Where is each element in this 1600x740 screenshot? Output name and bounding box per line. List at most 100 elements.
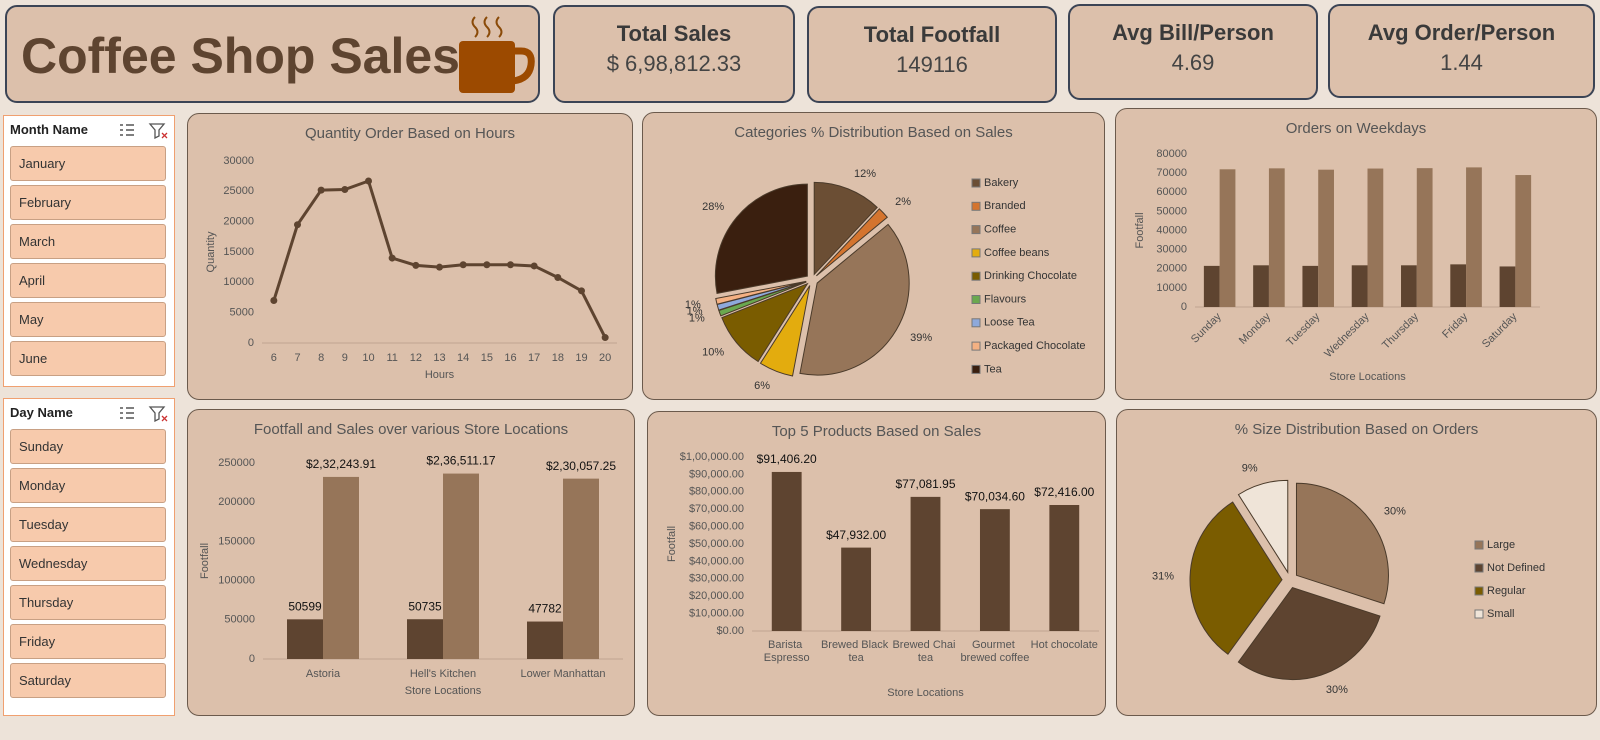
chart-title: Top 5 Products Based on Sales — [772, 423, 981, 440]
data-label: $2,32,243.91 — [306, 457, 376, 471]
bar — [1416, 168, 1433, 307]
y-tick-label: 150000 — [218, 535, 255, 547]
y-tick-label: 250000 — [218, 457, 255, 469]
data-label: 9% — [1242, 463, 1258, 475]
bar — [979, 509, 1010, 631]
data-label: 12% — [854, 168, 876, 180]
bar — [771, 471, 802, 631]
slicer-items: January February March April May June — [4, 146, 166, 380]
chart-title: Categories % Distribution Based on Sales — [734, 124, 1012, 141]
y-tick-label: $10,000.00 — [689, 608, 744, 620]
chart: Top 5 Products Based on Sales $0.00 $10,00… — [666, 423, 1099, 699]
y-tick-label: 15000 — [223, 246, 254, 258]
data-label: $70,034.60 — [965, 489, 1025, 503]
slicer-item[interactable]: Saturday — [10, 663, 166, 698]
legend-label: Flavours — [984, 293, 1027, 305]
pie-slice — [714, 183, 808, 294]
x-tick-label: 18 — [552, 352, 564, 364]
y-tick-label: 80000 — [1156, 148, 1187, 160]
slicer-item[interactable]: May — [10, 302, 166, 337]
y-tick-label: 10000 — [223, 276, 254, 288]
bar — [841, 547, 872, 631]
data-label: $2,36,511.17 — [426, 454, 496, 468]
chart-title: Quantity Order Based on Hours — [305, 125, 515, 142]
slicer: Day Name Sunday Monday Tuesday Wednesday Thu… — [3, 398, 175, 716]
legend-label: Bakery — [984, 177, 1019, 189]
slicer-item[interactable]: June — [10, 341, 166, 376]
y-tick-label: 50000 — [1156, 205, 1187, 217]
data-label: 31% — [1152, 570, 1174, 582]
pie-slice — [721, 282, 809, 363]
marker — [554, 273, 562, 281]
bar — [1049, 504, 1080, 631]
marker — [412, 261, 420, 269]
slicer-item[interactable]: Sunday — [10, 429, 166, 464]
data-label: 39% — [910, 332, 932, 344]
data-label: 1% — [687, 306, 703, 318]
slicer-item[interactable]: Friday — [10, 624, 166, 659]
marker — [436, 263, 443, 271]
legend-label: Tea — [984, 363, 1003, 375]
bar — [287, 619, 323, 659]
y-tick-label: $1,00,000.00 — [680, 451, 744, 463]
slicer-item[interactable]: Wednesday — [10, 546, 166, 581]
legend-swatch — [971, 364, 981, 374]
pie-slice — [799, 223, 910, 376]
y-tick-label: $0.00 — [716, 625, 744, 637]
chart-panel: Categories % Distribution Based on Sales… — [642, 112, 1105, 400]
data-label: 2% — [895, 196, 911, 208]
chart-panel: % Size Distribution Based on Orders 30% La… — [1116, 409, 1597, 716]
marker — [365, 177, 372, 185]
y-tick-label: 100000 — [218, 575, 255, 587]
bar — [527, 621, 563, 659]
y-tick-label: $90,000.00 — [689, 468, 744, 480]
kpi-card: Total Sales $ 6,98,812.33 — [553, 5, 795, 103]
dashboard-title: Coffee Shop Sales — [21, 28, 460, 84]
y-tick-label: 30000 — [223, 155, 254, 167]
slicer-item[interactable]: April — [10, 263, 166, 298]
slicer-title: Day Name — [10, 405, 73, 420]
slicer-item[interactable]: Thursday — [10, 585, 166, 620]
kpi-value: $ 6,98,812.33 — [606, 51, 742, 76]
y-tick-label: $20,000.00 — [689, 590, 744, 602]
marker — [341, 186, 349, 194]
data-label: $77,081.95 — [895, 477, 955, 491]
x-tick-label: Sunday — [1189, 310, 1224, 345]
marker — [294, 221, 301, 229]
slicer-items: Sunday Monday Tuesday Wednesday Thursday Frid… — [4, 429, 166, 702]
slicer-icons — [120, 406, 168, 422]
data-label: 28% — [702, 201, 724, 213]
data-label: $72,416.00 — [1034, 485, 1094, 499]
pie-slice — [715, 280, 807, 305]
y-tick-label: 5000 — [230, 307, 254, 319]
slicer-item[interactable]: February — [10, 185, 166, 220]
x-tick-label: 15 — [481, 352, 493, 364]
slicer-item[interactable]: January — [10, 146, 166, 181]
x-tick-label: 8 — [318, 352, 324, 364]
kpi-card: Total Footfall 149116 — [807, 6, 1057, 103]
bar — [323, 476, 359, 659]
kpi-card: Avg Order/Person 1.44 — [1328, 4, 1595, 98]
bar — [1450, 264, 1467, 307]
y-axis-label: Footfall — [199, 543, 211, 579]
slicer-item[interactable]: Monday — [10, 468, 166, 503]
chart-panel: Footfall and Sales over various Store Lo… — [187, 409, 635, 716]
slicer-item[interactable]: March — [10, 224, 166, 259]
legend-swatch — [971, 248, 981, 258]
pie-slice — [1237, 479, 1289, 575]
y-tick-label: 0 — [1181, 301, 1187, 313]
legend-swatch — [1474, 540, 1484, 550]
legend-label: Loose Tea — [984, 317, 1035, 329]
data-label: 47782 — [528, 602, 562, 616]
x-axis-label: Hours — [425, 369, 455, 381]
legend-swatch — [1474, 609, 1484, 619]
y-axis-label: Footfall — [1134, 212, 1146, 248]
x-tick-label: Hell's Kitchen — [410, 668, 476, 680]
x-tick-label: 17 — [528, 352, 540, 364]
data-label: $2,30,057.25 — [546, 459, 616, 473]
slicer-item[interactable]: Tuesday — [10, 507, 166, 542]
chart: Categories % Distribution Based on Sales… — [685, 124, 1086, 392]
marker — [530, 262, 538, 270]
pie-slice — [813, 181, 878, 276]
bar — [1268, 168, 1285, 307]
